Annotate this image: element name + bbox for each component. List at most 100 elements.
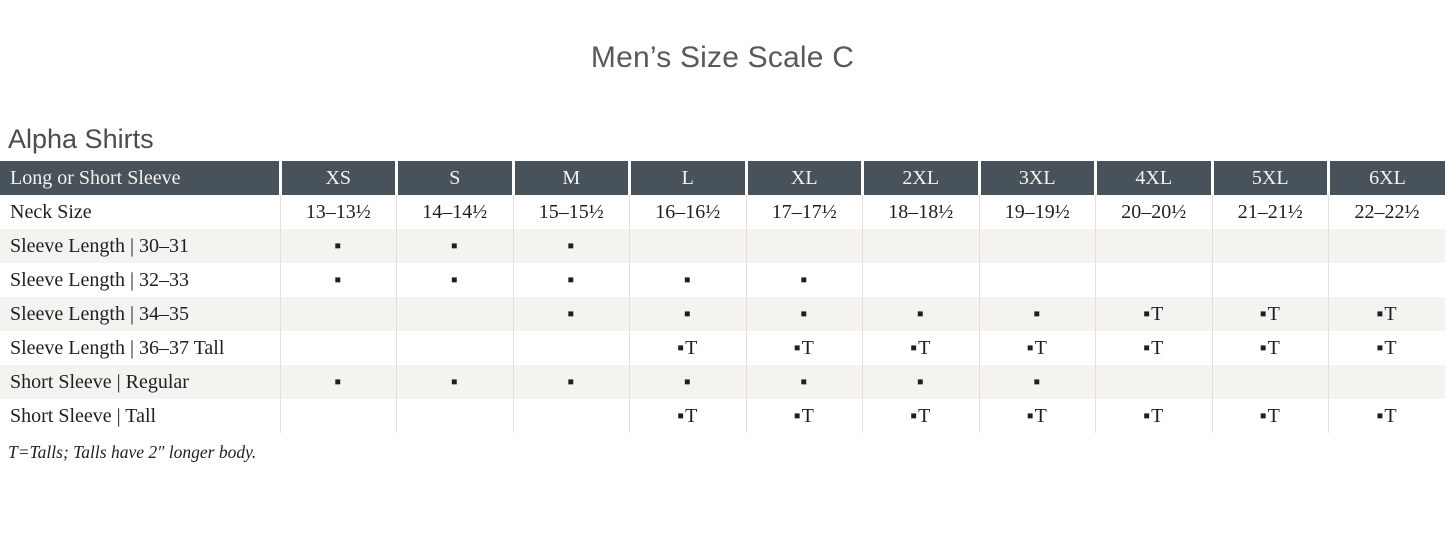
- availability-marker-glyph: ▪: [567, 303, 575, 325]
- availability-tall-marker: ▪T: [863, 331, 980, 365]
- availability-marker-glyph: ▪: [451, 269, 459, 291]
- footnote: T=Talls; Talls have 2″ longer body.: [8, 442, 1445, 463]
- availability-marker: ▪: [397, 263, 514, 297]
- size-column-header: 5XL: [1212, 161, 1329, 195]
- size-column-header: S: [397, 161, 514, 195]
- availability-marker-glyph: ▪: [334, 371, 342, 393]
- empty-cell: [1212, 263, 1329, 297]
- size-column-header: M: [513, 161, 630, 195]
- availability-tall-marker-glyph: ▪T: [1376, 303, 1397, 325]
- size-column-header: XS: [280, 161, 397, 195]
- availability-tall-marker: ▪T: [979, 331, 1096, 365]
- availability-marker: ▪: [397, 365, 514, 399]
- availability-marker: ▪: [863, 365, 980, 399]
- row-label: Short Sleeve | Tall: [0, 399, 280, 433]
- availability-tall-marker: ▪T: [746, 399, 863, 433]
- availability-tall-marker: ▪T: [1329, 399, 1445, 433]
- availability-tall-marker-glyph: ▪T: [1143, 303, 1164, 325]
- availability-marker: ▪: [513, 365, 630, 399]
- availability-tall-marker: ▪T: [746, 331, 863, 365]
- availability-tall-marker-glyph: ▪T: [1143, 405, 1164, 427]
- empty-cell: [1329, 263, 1445, 297]
- availability-tall-marker-glyph: ▪T: [1143, 337, 1164, 359]
- empty-cell: [1096, 229, 1213, 263]
- empty-cell: [513, 399, 630, 433]
- availability-tall-marker: ▪T: [1212, 331, 1329, 365]
- availability-marker: ▪: [746, 263, 863, 297]
- availability-marker: ▪: [280, 365, 397, 399]
- neck-size-value: 19–19½: [979, 195, 1096, 229]
- availability-marker-glyph: ▪: [451, 235, 459, 257]
- availability-marker-glyph: ▪: [451, 371, 459, 393]
- availability-marker-glyph: ▪: [334, 269, 342, 291]
- availability-marker-glyph: ▪: [334, 235, 342, 257]
- availability-tall-marker-glyph: ▪T: [794, 405, 815, 427]
- availability-marker-glyph: ▪: [917, 371, 925, 393]
- availability-marker-glyph: ▪: [684, 303, 692, 325]
- availability-marker-glyph: ▪: [1033, 303, 1041, 325]
- availability-marker-glyph: ▪: [800, 371, 808, 393]
- availability-marker: ▪: [630, 365, 747, 399]
- availability-marker-glyph: ▪: [800, 269, 808, 291]
- availability-marker-glyph: ▪: [917, 303, 925, 325]
- size-column-header: XL: [746, 161, 863, 195]
- neck-size-value: 18–18½: [863, 195, 980, 229]
- empty-cell: [397, 399, 514, 433]
- availability-marker-glyph: ▪: [800, 303, 808, 325]
- availability-tall-marker-glyph: ▪T: [1376, 337, 1397, 359]
- availability-marker-glyph: ▪: [1033, 371, 1041, 393]
- table-row: Sleeve Length | 34–35 ▪ ▪ ▪ ▪ ▪ ▪T ▪T ▪T: [0, 297, 1445, 331]
- size-column-header: 3XL: [979, 161, 1096, 195]
- availability-marker-glyph: ▪: [684, 371, 692, 393]
- availability-marker: ▪: [746, 365, 863, 399]
- empty-cell: [1096, 263, 1213, 297]
- availability-tall-marker-glyph: ▪T: [1260, 405, 1281, 427]
- empty-cell: [979, 229, 1096, 263]
- availability-marker: ▪: [979, 297, 1096, 331]
- empty-cell: [863, 263, 980, 297]
- availability-tall-marker-glyph: ▪T: [1027, 337, 1048, 359]
- empty-cell: [630, 229, 747, 263]
- empty-cell: [397, 331, 514, 365]
- availability-marker: ▪: [513, 229, 630, 263]
- table-row: Sleeve Length | 32–33▪▪▪▪▪: [0, 263, 1445, 297]
- row-label: Neck Size: [0, 195, 280, 229]
- row-label: Sleeve Length | 30–31: [0, 229, 280, 263]
- neck-size-value: 14–14½: [397, 195, 514, 229]
- size-column-header: L: [630, 161, 747, 195]
- neck-size-value: 13–13½: [280, 195, 397, 229]
- neck-size-value: 22–22½: [1329, 195, 1445, 229]
- availability-marker: ▪: [513, 263, 630, 297]
- table-row: Sleeve Length | 30–31 ▪ ▪ ▪: [0, 229, 1445, 263]
- empty-cell: [1096, 365, 1213, 399]
- availability-tall-marker: ▪T: [1329, 331, 1445, 365]
- availability-marker: ▪: [397, 229, 514, 263]
- availability-tall-marker-glyph: ▪T: [794, 337, 815, 359]
- availability-tall-marker: ▪T: [863, 399, 980, 433]
- availability-marker: ▪: [280, 263, 397, 297]
- availability-marker: ▪: [630, 297, 747, 331]
- availability-tall-marker-glyph: ▪T: [677, 405, 698, 427]
- empty-cell: [513, 331, 630, 365]
- neck-size-value: 16–16½: [630, 195, 747, 229]
- availability-tall-marker-glyph: ▪T: [910, 337, 931, 359]
- availability-tall-marker: ▪T: [1329, 297, 1445, 331]
- neck-size-value: 21–21½: [1212, 195, 1329, 229]
- availability-tall-marker: ▪T: [1212, 297, 1329, 331]
- availability-tall-marker: ▪T: [1096, 331, 1213, 365]
- empty-cell: [979, 263, 1096, 297]
- empty-cell: [280, 331, 397, 365]
- availability-tall-marker-glyph: ▪T: [677, 337, 698, 359]
- availability-tall-marker-glyph: ▪T: [1260, 337, 1281, 359]
- availability-marker-glyph: ▪: [567, 235, 575, 257]
- availability-tall-marker-glyph: ▪T: [1376, 405, 1397, 427]
- row-label: Sleeve Length | 34–35: [0, 297, 280, 331]
- availability-marker-glyph: ▪: [567, 371, 575, 393]
- availability-marker: ▪: [630, 263, 747, 297]
- availability-tall-marker: ▪T: [1096, 297, 1213, 331]
- page-title: Men’s Size Scale C: [0, 40, 1445, 76]
